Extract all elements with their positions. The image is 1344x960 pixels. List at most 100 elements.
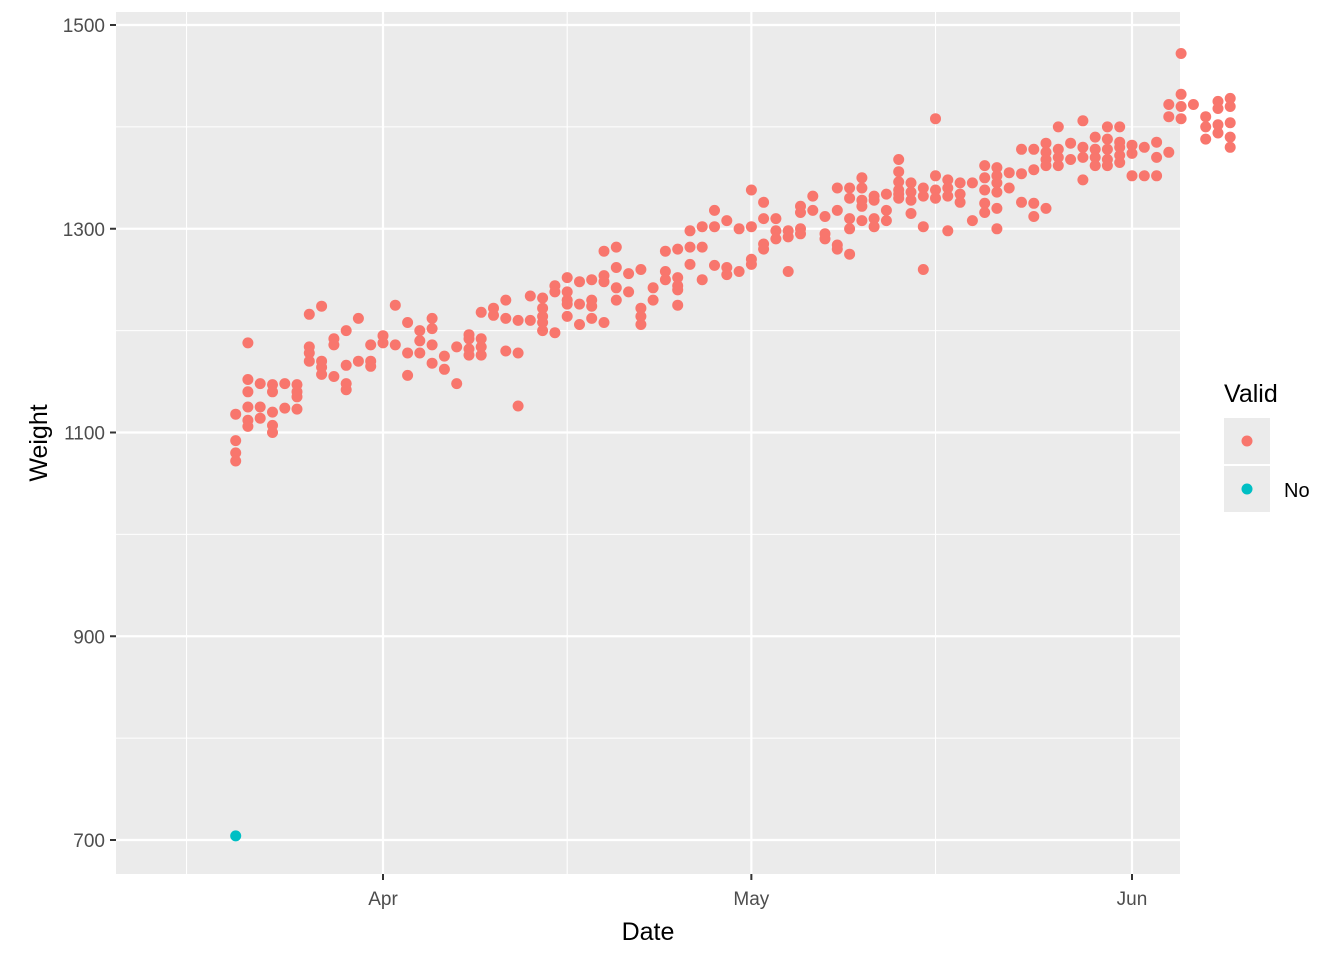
data-point-valid: [770, 225, 782, 237]
data-point-valid: [819, 211, 831, 222]
data-point-valid: [623, 268, 635, 280]
data-points: [230, 48, 1236, 842]
data-point-valid: [905, 194, 917, 206]
data-point-valid: [316, 368, 328, 380]
data-point-valid: [303, 347, 315, 359]
data-point-valid: [868, 221, 880, 233]
data-point-valid: [610, 294, 622, 306]
data-point-valid: [402, 347, 414, 359]
data-point-valid: [1114, 141, 1126, 153]
data-point-valid: [328, 371, 340, 382]
data-point-valid: [1003, 182, 1015, 194]
data-point-valid: [696, 241, 708, 253]
data-point-valid: [1224, 101, 1236, 112]
data-point-valid: [782, 266, 794, 277]
data-point-valid: [979, 172, 991, 184]
data-point-valid: [819, 233, 831, 245]
data-point-valid: [365, 360, 377, 372]
data-point-valid: [1212, 119, 1224, 131]
data-point-valid: [942, 182, 954, 194]
data-point-valid: [291, 403, 303, 415]
data-point-valid: [463, 333, 475, 345]
data-point-valid: [1028, 197, 1040, 209]
data-point-valid: [1040, 160, 1052, 172]
data-point-valid: [831, 243, 843, 255]
data-point-valid: [561, 298, 573, 310]
data-point-valid: [1028, 143, 1040, 155]
data-point-valid: [868, 194, 880, 206]
data-point-valid: [414, 325, 426, 337]
major-gridlines: [116, 12, 1180, 874]
data-point-valid: [414, 335, 426, 347]
data-point-valid: [574, 298, 585, 310]
data-point-valid: [696, 274, 708, 286]
data-point-valid: [684, 241, 696, 253]
data-point-valid: [389, 299, 401, 311]
data-point-valid: [844, 182, 856, 194]
data-point-valid: [979, 197, 991, 209]
data-point-valid: [966, 215, 978, 227]
data-point-valid: [856, 172, 868, 184]
data-point-valid: [917, 221, 929, 233]
data-point-valid: [954, 188, 966, 200]
data-point-valid: [1212, 127, 1224, 139]
data-point-valid: [303, 308, 315, 320]
data-point-valid: [917, 190, 929, 202]
data-point-valid: [905, 186, 917, 198]
data-point-valid: [844, 213, 856, 225]
data-point-valid: [1077, 115, 1089, 127]
data-point-valid: [500, 345, 512, 357]
data-point-valid: [1126, 139, 1138, 151]
data-point-valid: [242, 337, 254, 349]
data-point-valid: [647, 294, 659, 306]
data-point-valid: [844, 248, 856, 260]
data-point-valid: [242, 374, 254, 385]
data-point-valid: [1212, 103, 1224, 114]
data-point-valid: [512, 314, 524, 326]
x-axis-title: Date: [622, 918, 675, 946]
data-point-valid: [782, 231, 794, 243]
data-point-valid: [414, 347, 426, 359]
data-point-valid: [1052, 151, 1064, 163]
data-point-valid: [549, 286, 561, 298]
data-point-valid: [1089, 160, 1101, 172]
data-point-valid: [475, 349, 487, 361]
data-point-valid: [930, 184, 941, 196]
data-point-valid: [500, 312, 512, 324]
data-point-valid: [426, 323, 438, 335]
data-point-valid: [623, 286, 635, 298]
data-point-valid: [242, 401, 254, 413]
data-point-valid: [1163, 99, 1175, 110]
data-point-valid: [647, 282, 659, 294]
y-tick-label: 900: [73, 627, 105, 648]
data-point-valid: [1151, 170, 1163, 182]
data-point-valid: [880, 188, 892, 200]
data-point-valid: [770, 213, 782, 225]
data-point-valid: [1224, 131, 1236, 143]
data-point-valid: [635, 319, 647, 330]
data-point-valid: [745, 258, 757, 270]
y-tick-label: 1100: [64, 424, 105, 445]
data-point-valid: [438, 350, 450, 362]
y-axis: 700 900 1100 1300 1500: [63, 16, 116, 852]
data-point-valid: [267, 386, 278, 398]
legend-title: Valid: [1224, 380, 1278, 408]
data-point-valid: [930, 192, 941, 204]
data-point-valid: [942, 225, 954, 237]
data-point-valid: [1126, 170, 1138, 182]
data-point-valid: [254, 412, 266, 424]
data-point-valid: [598, 317, 610, 328]
data-point-valid: [1016, 143, 1027, 155]
data-point-valid: [1151, 151, 1163, 163]
data-point-valid: [1224, 141, 1236, 153]
data-point-valid: [1016, 168, 1027, 180]
data-point-valid: [758, 213, 770, 225]
y-tick-label: 1300: [63, 220, 105, 241]
data-point-valid: [745, 221, 757, 233]
data-point-valid: [279, 402, 291, 414]
data-point-valid: [586, 300, 598, 312]
data-point-valid: [905, 177, 917, 189]
data-point-valid: [291, 391, 303, 403]
data-point-valid: [475, 306, 487, 318]
data-point-valid: [758, 243, 770, 255]
